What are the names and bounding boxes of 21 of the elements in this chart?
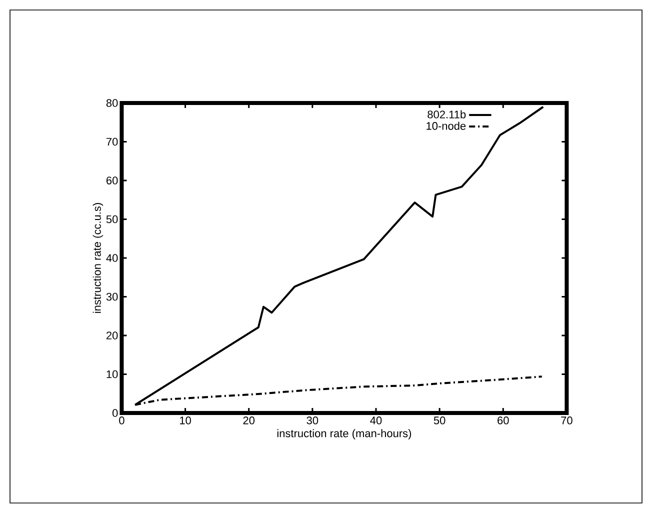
x-axis-title: instruction rate (man-hours) bbox=[277, 429, 412, 440]
y-tick-label: 70 bbox=[106, 138, 118, 146]
x-tick-label: 30 bbox=[306, 416, 318, 424]
x-tick-label: 40 bbox=[370, 416, 382, 424]
y-tick-label: 60 bbox=[106, 176, 118, 184]
x-tick-label: 20 bbox=[243, 416, 255, 424]
y-tick-label: 20 bbox=[106, 332, 118, 340]
y-tick-label: 40 bbox=[106, 254, 118, 262]
x-tick-label: 0 bbox=[119, 416, 124, 424]
y-tick-label: 50 bbox=[106, 215, 118, 224]
y-tick-label: 10 bbox=[106, 370, 118, 378]
y-tick-label: 30 bbox=[106, 292, 118, 301]
y-tick-label: 0 bbox=[112, 409, 118, 417]
y-tick-label: 80 bbox=[106, 99, 118, 107]
x-tick-label: 10 bbox=[180, 416, 191, 424]
x-tick-label: 50 bbox=[434, 416, 446, 424]
y-axis-title: instruction rate (cc.u.s) bbox=[92, 203, 104, 313]
legend-label: 802.11b bbox=[428, 110, 466, 118]
x-tick-label: 60 bbox=[498, 416, 509, 424]
legend-label: 10-node bbox=[426, 122, 466, 130]
x-tick-label: 70 bbox=[561, 416, 572, 424]
